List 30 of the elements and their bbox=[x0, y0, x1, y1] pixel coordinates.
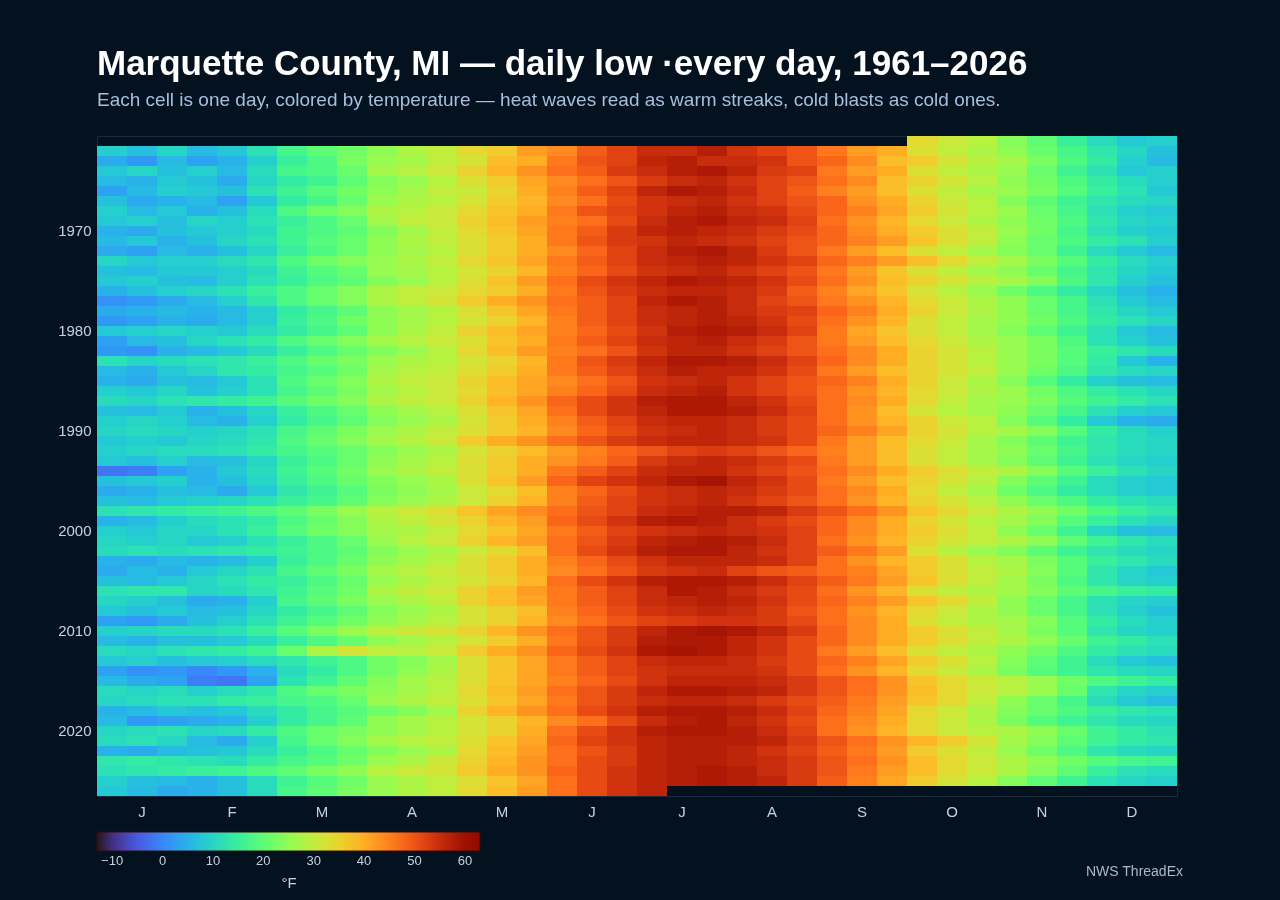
x-tick-label: A bbox=[406, 802, 418, 820]
color-bar-label: 30 bbox=[306, 853, 321, 868]
chart-subtitle: Each cell is one day, colored by temperature — heat waves read as warm streaks, cold blasts as cold ones. bbox=[97, 89, 1001, 110]
x-tick-label: J bbox=[138, 802, 146, 820]
text: NWS ThreadEx bbox=[1086, 863, 1183, 879]
x-tick-label: J bbox=[678, 802, 686, 820]
x-tick-label: M bbox=[315, 802, 329, 820]
y-tick-label: 2020 bbox=[58, 722, 92, 739]
color-bar-label: −10 bbox=[101, 853, 124, 868]
y-tick-label: 2000 bbox=[58, 522, 92, 539]
x-tick-label: F bbox=[227, 802, 237, 820]
y-tick-label: 1970 bbox=[58, 222, 92, 239]
x-tick-label: J bbox=[588, 802, 596, 820]
x-tick-label: D bbox=[1126, 802, 1138, 820]
color-bar-label: 10 bbox=[205, 853, 221, 868]
color-bar-title: °F bbox=[281, 874, 297, 891]
x-tick-label: A bbox=[766, 802, 778, 820]
color-bar-label: 50 bbox=[407, 853, 422, 868]
x-tick-label: O bbox=[946, 802, 958, 820]
color-bar-label: 60 bbox=[457, 853, 473, 868]
x-tick-label: N bbox=[1036, 802, 1048, 820]
x-tick-label: M bbox=[495, 802, 509, 820]
y-tick-label: 2010 bbox=[58, 622, 92, 639]
color-bar-label: 20 bbox=[256, 853, 271, 868]
y-tick-label: 1980 bbox=[58, 322, 92, 339]
color-bar-label: 40 bbox=[356, 853, 372, 868]
color-bar-label: 0 bbox=[158, 853, 167, 868]
x-tick-label: S bbox=[856, 802, 868, 820]
chart-title: Marquette County, MI — daily low ·every day, 1961–2026 bbox=[97, 43, 1028, 82]
y-tick-label: 1990 bbox=[58, 422, 92, 439]
